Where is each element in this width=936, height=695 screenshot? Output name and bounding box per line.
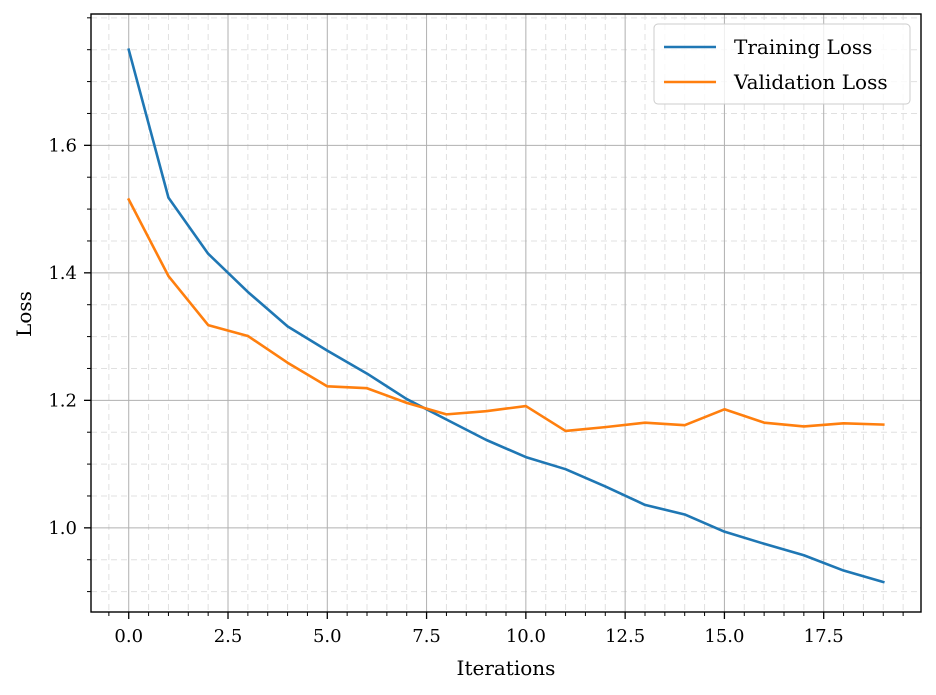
series-line-validation-loss [126,197,885,433]
y-tick-label: 1.6 [48,135,77,156]
y-tick-label: 1.4 [48,263,77,284]
x-axis-title: Iterations [457,656,556,680]
y-axis: 1.0 1.2 1.4 1.6 [48,17,91,593]
x-tick-label: 7.5 [412,626,441,647]
y-tick-label: 1.2 [48,390,77,411]
x-tick-label: 10.0 [506,626,546,647]
legend-label: Validation Loss [733,70,888,94]
x-tick-label: 15.0 [704,626,744,647]
legend: Training Loss Validation Loss [653,23,911,105]
series-line-training-loss [127,48,885,584]
y-axis-title: Loss [12,291,36,337]
x-tick-label: 2.5 [214,626,243,647]
legend-box [653,23,911,105]
x-tick-label: 5.0 [313,626,342,647]
minor-grid [91,14,921,612]
x-tick-label: 0.0 [114,626,143,647]
y-tick-label: 1.0 [48,518,77,539]
x-axis: 0.0 2.5 5.0 7.5 10.0 12.5 15.0 17.5 [108,612,904,647]
legend-label: Training Loss [734,35,872,59]
x-tick-label: 17.5 [804,626,844,647]
x-tick-label: 12.5 [605,626,645,647]
series-layer [126,48,885,584]
